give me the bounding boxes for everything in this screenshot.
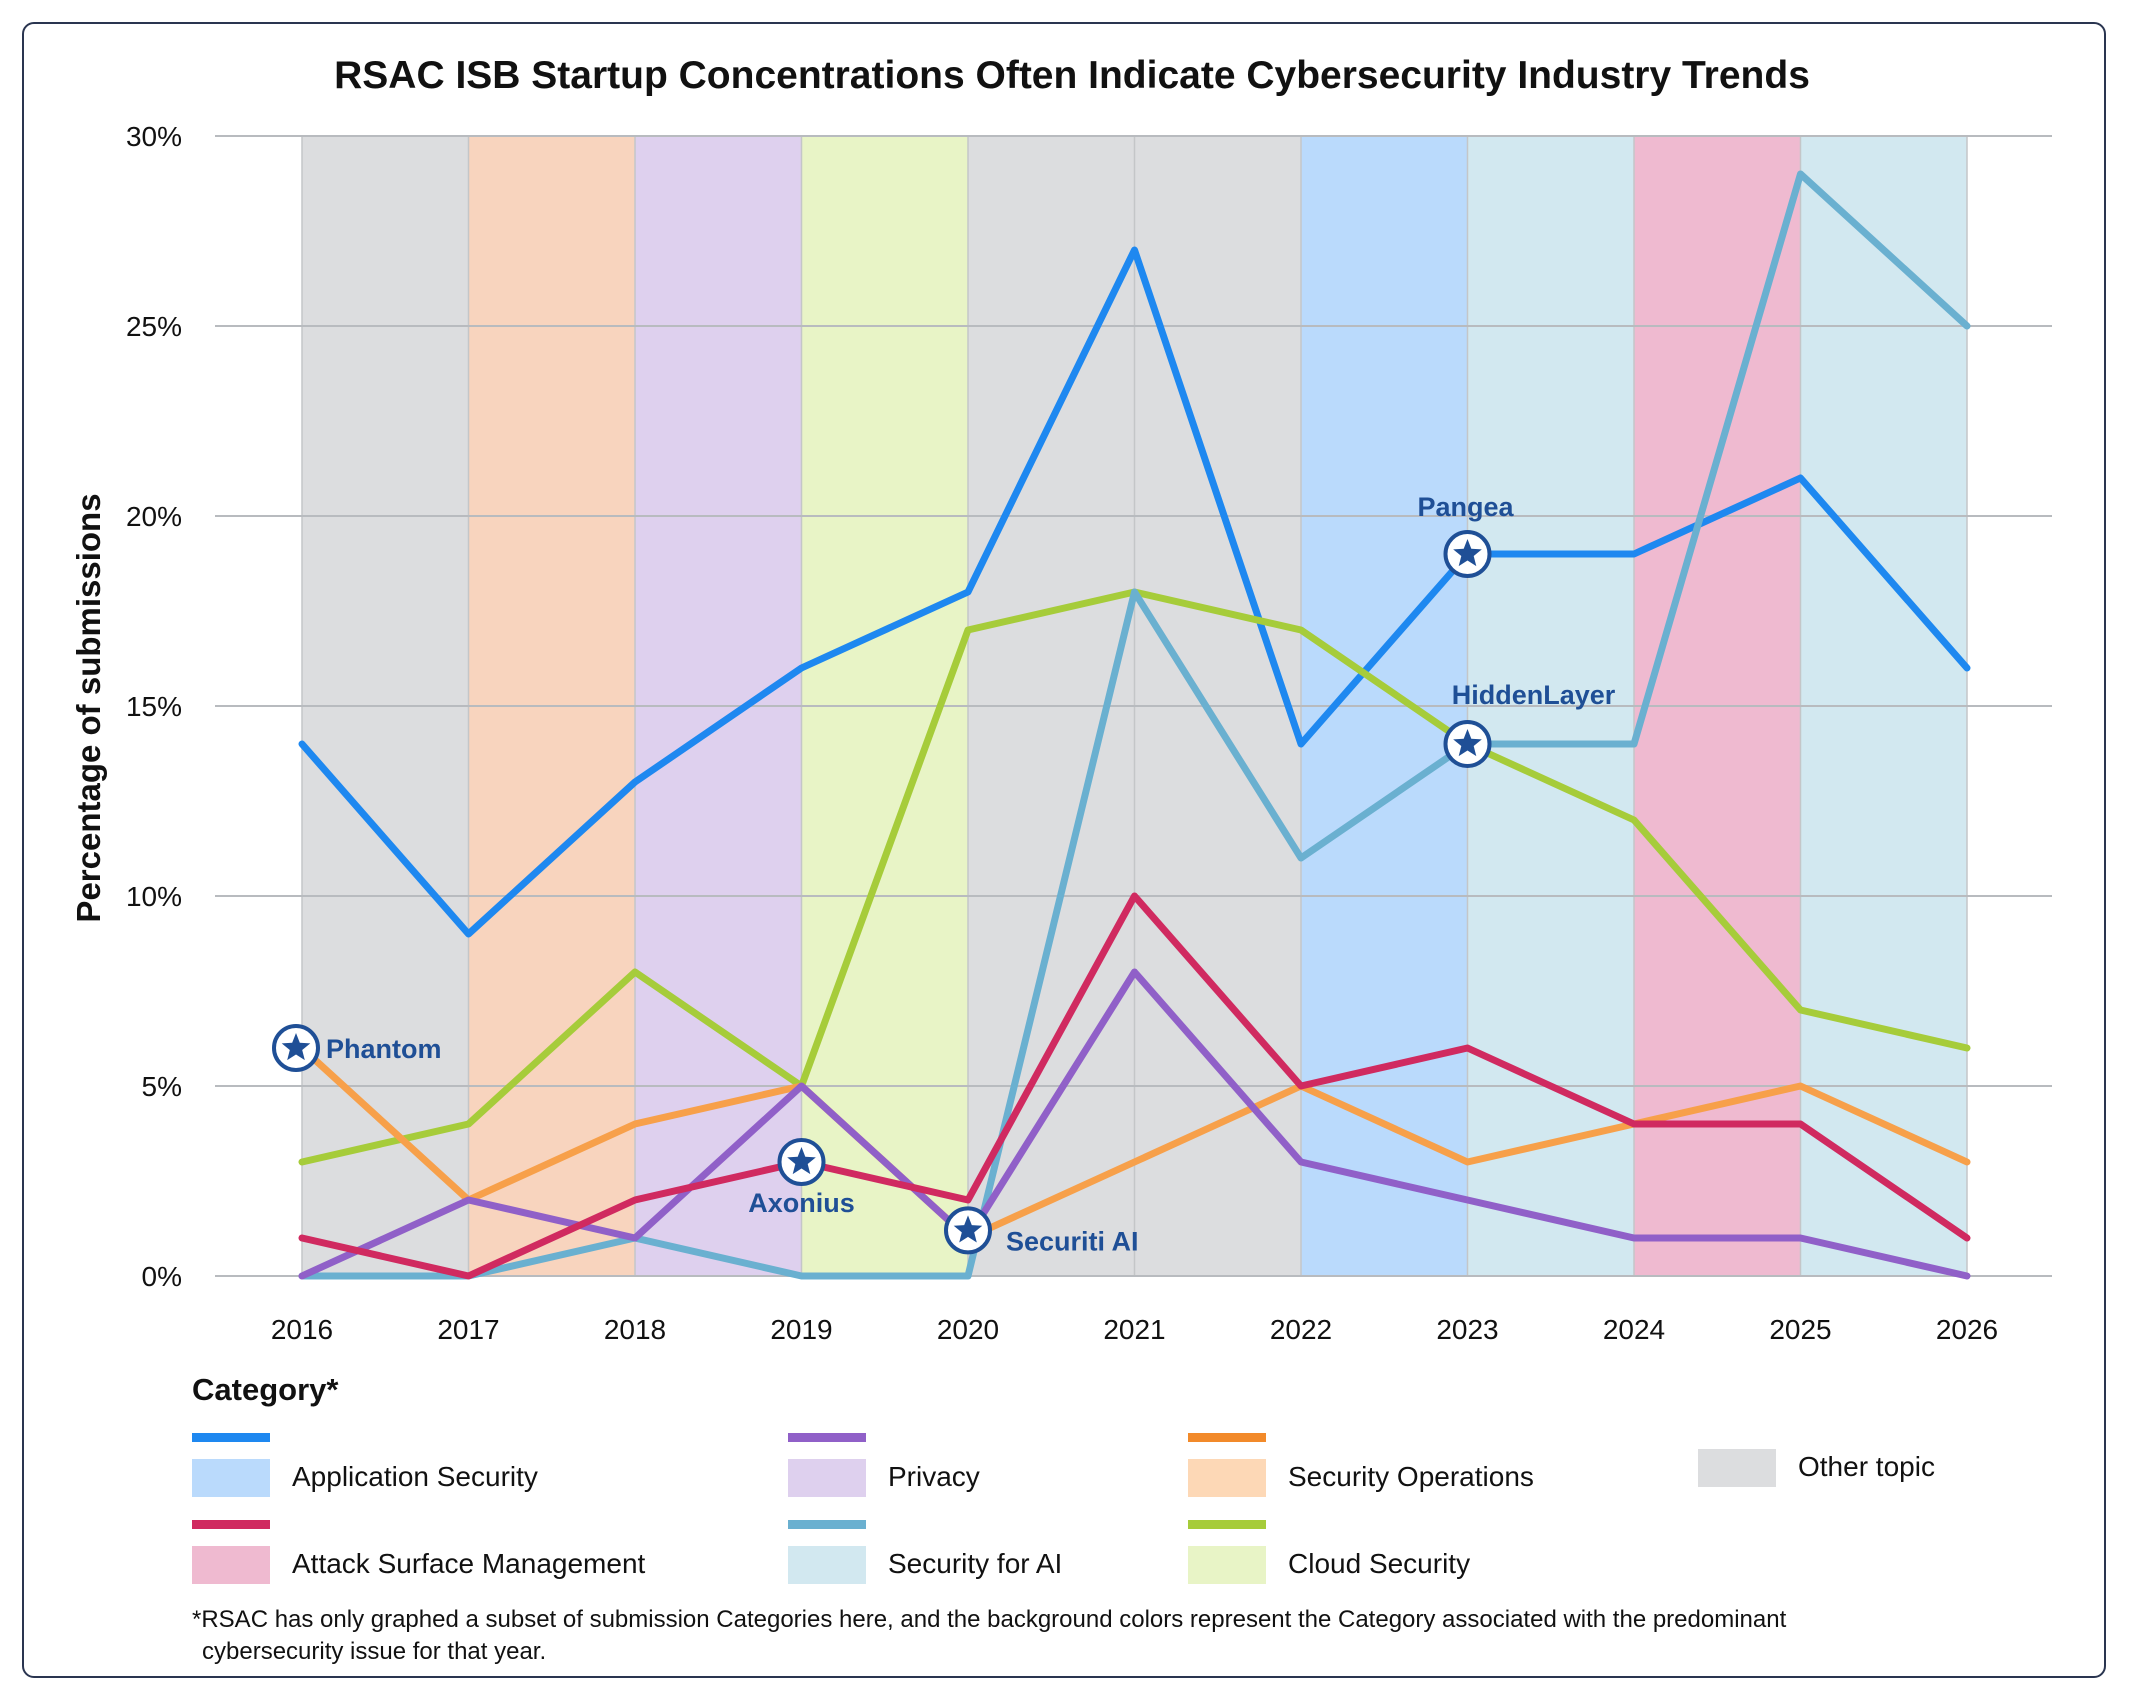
series-lines bbox=[298, 170, 1971, 1280]
legend-label: Cloud Security bbox=[1288, 1548, 1471, 1579]
y-tick-label: 20% bbox=[126, 501, 182, 532]
series-line-attack-surface-management bbox=[298, 892, 1971, 1280]
y-axis-label: Percentage of submissions bbox=[70, 493, 107, 922]
star-icon bbox=[787, 1147, 816, 1175]
legend-label: Security for AI bbox=[888, 1548, 1063, 1579]
legend-fill-swatch bbox=[1698, 1449, 1776, 1487]
legend-fill-swatch bbox=[192, 1546, 270, 1584]
chart-title: RSAC ISB Startup Concentrations Often In… bbox=[334, 54, 1810, 97]
footnote-line-1: *RSAC has only graphed a subset of submi… bbox=[192, 1606, 1787, 1633]
y-tick-label: 5% bbox=[142, 1071, 182, 1102]
annotation-label: Pangea bbox=[1417, 492, 1514, 522]
y-tick-label: 10% bbox=[126, 881, 182, 912]
legend-fill-swatch bbox=[1188, 1546, 1266, 1584]
legend-line-swatch bbox=[788, 1520, 866, 1529]
star-icon bbox=[281, 1033, 311, 1061]
annotation-axonius: Axonius bbox=[748, 1138, 855, 1218]
annotation-phantom: Phantom bbox=[272, 1024, 442, 1072]
legend-line-swatch bbox=[1188, 1433, 1266, 1442]
x-tick-label: 2017 bbox=[437, 1314, 499, 1345]
x-tick-label: 2025 bbox=[1769, 1314, 1831, 1345]
legend-line-swatch bbox=[1188, 1520, 1266, 1529]
y-tick-label: 15% bbox=[126, 691, 182, 722]
star-icon bbox=[953, 1215, 983, 1243]
y-tick-label: 0% bbox=[142, 1261, 182, 1292]
annotation-pangea: Pangea bbox=[1417, 492, 1515, 578]
legend-label: Privacy bbox=[888, 1461, 980, 1492]
x-tick-label: 2020 bbox=[937, 1314, 999, 1345]
x-tick-labels: 2016 2017 2018 2019 2020 2021 2022 2023 2024 2025… bbox=[271, 1314, 1998, 1345]
annotation-label: Phantom bbox=[326, 1034, 442, 1064]
footnote-line-2: cybersecurity issue for that year. bbox=[202, 1638, 547, 1665]
annotation-securiti-ai: Securiti AI bbox=[944, 1206, 1139, 1256]
x-tick-label: 2024 bbox=[1603, 1314, 1665, 1345]
legend-label: Security Operations bbox=[1288, 1461, 1534, 1492]
footnote: *RSAC has only graphed a subset of submi… bbox=[192, 1604, 1992, 1668]
x-tick-label: 2021 bbox=[1103, 1314, 1165, 1345]
series-line-security-for-ai bbox=[298, 170, 1971, 1280]
y-tick-label: 25% bbox=[126, 311, 182, 342]
star-icon bbox=[1453, 539, 1482, 567]
legend-fill-swatch bbox=[1188, 1459, 1266, 1497]
legend-line-swatch bbox=[192, 1520, 270, 1529]
annotations: Phantom Axonius Securiti AI Pangea HiddenLay… bbox=[272, 492, 1616, 1256]
legend-fill-swatch bbox=[788, 1459, 866, 1497]
series-line-security-operations bbox=[298, 1044, 1971, 1242]
annotation-label: Axonius bbox=[748, 1188, 855, 1218]
annotation-hiddenlayer: HiddenLayer bbox=[1443, 680, 1616, 768]
legend-line-swatch bbox=[192, 1433, 270, 1442]
star-icon bbox=[1453, 729, 1482, 757]
legend-title: Category* bbox=[192, 1372, 339, 1407]
legend-label: Application Security bbox=[292, 1461, 538, 1492]
x-tick-label: 2023 bbox=[1436, 1314, 1498, 1345]
x-tick-label: 2026 bbox=[1936, 1314, 1998, 1345]
x-tick-label: 2016 bbox=[271, 1314, 333, 1345]
x-tick-label: 2019 bbox=[770, 1314, 832, 1345]
legend-fill-swatch bbox=[192, 1459, 270, 1497]
legend-label: Attack Surface Management bbox=[292, 1548, 646, 1579]
x-tick-label: 2018 bbox=[604, 1314, 666, 1345]
legend-line-swatch bbox=[788, 1433, 866, 1442]
legend-label: Other topic bbox=[1798, 1451, 1935, 1482]
annotation-label: HiddenLayer bbox=[1452, 680, 1616, 710]
legend-fill-swatch bbox=[788, 1546, 866, 1584]
y-tick-labels: 0% 5% 10% 15% 20% 25% 30% bbox=[126, 121, 182, 1292]
y-tick-label: 30% bbox=[126, 121, 182, 152]
annotation-label: Securiti AI bbox=[1006, 1226, 1139, 1256]
x-tick-label: 2022 bbox=[1270, 1314, 1332, 1345]
series-line-application-security bbox=[298, 246, 1971, 938]
